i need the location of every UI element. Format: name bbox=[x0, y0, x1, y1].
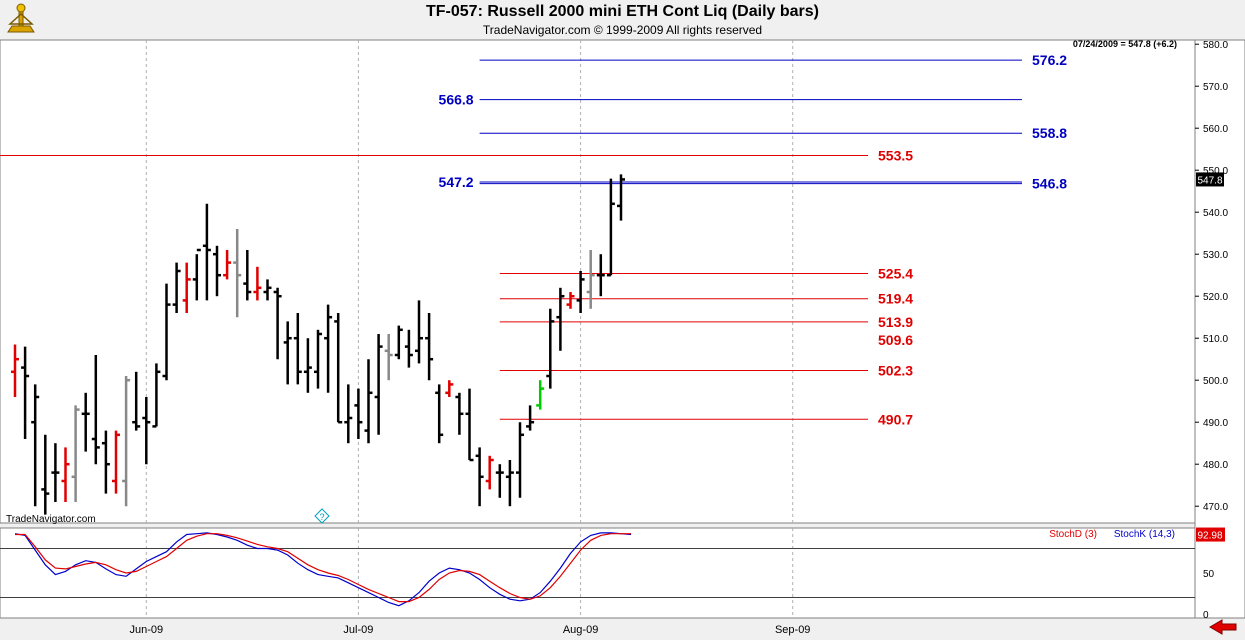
chart-subtitle: TradeNavigator.com © 1999-2009 All right… bbox=[482, 23, 763, 37]
y-axis-panel bbox=[1194, 39, 1245, 619]
x-tick-label: Sep-09 bbox=[775, 624, 810, 636]
y-tick-label: 530.0 bbox=[1203, 250, 1228, 261]
stochd-legend: StochD (3) bbox=[1049, 529, 1097, 540]
level-label: 519.4 bbox=[878, 291, 913, 307]
event-marker-label: ? bbox=[319, 512, 324, 522]
level-label: 525.4 bbox=[878, 266, 913, 282]
level-label: 502.3 bbox=[878, 363, 913, 379]
x-tick-label: Aug-09 bbox=[563, 624, 598, 636]
level-label: 547.2 bbox=[439, 174, 474, 190]
last-price-tag bbox=[1196, 172, 1224, 187]
level-label: 490.7 bbox=[878, 411, 913, 427]
stochd-line bbox=[15, 533, 632, 603]
level-label: 553.5 bbox=[878, 148, 913, 164]
y-tick-label: 490.0 bbox=[1203, 418, 1228, 429]
y-tick-label: 550.0 bbox=[1203, 166, 1228, 177]
y-tick-label: 580.0 bbox=[1203, 40, 1228, 51]
chart-title: TF-057: Russell 2000 mini ETH Cont Liq (… bbox=[426, 3, 819, 20]
indicator-value-tag bbox=[1196, 527, 1225, 542]
level-label: 558.8 bbox=[1032, 125, 1067, 141]
y-tick-label: 560.0 bbox=[1203, 124, 1228, 135]
event-marker-icon bbox=[314, 508, 330, 524]
y-tick-label: 570.0 bbox=[1203, 82, 1228, 93]
indicator-y-tick-label: 50 bbox=[1203, 569, 1215, 580]
level-label: 576.2 bbox=[1032, 52, 1067, 68]
y-tick-label: 510.0 bbox=[1203, 334, 1228, 345]
indicator-value-label: 92.98 bbox=[1197, 531, 1222, 542]
level-label: 546.8 bbox=[1032, 176, 1067, 192]
y-tick-label: 500.0 bbox=[1203, 376, 1228, 387]
scroll-left-arrow-icon bbox=[1209, 619, 1237, 635]
level-label: 509.6 bbox=[878, 332, 913, 348]
level-label: 513.9 bbox=[878, 314, 913, 330]
x-tick-label: Jun-09 bbox=[129, 624, 163, 636]
watermark-text: TradeNavigator.com bbox=[6, 514, 96, 525]
tradenavigator-logo-icon bbox=[7, 3, 35, 33]
indicator-panel bbox=[0, 527, 1196, 619]
y-tick-label: 540.0 bbox=[1203, 208, 1228, 219]
level-label: 566.8 bbox=[439, 92, 474, 108]
stochk-legend: StochK (14,3) bbox=[1114, 529, 1175, 540]
last-bar-info: 07/24/2009 = 547.8 (+6.2) bbox=[1073, 39, 1177, 49]
y-tick-label: 480.0 bbox=[1203, 460, 1228, 471]
price-panel bbox=[0, 39, 1196, 524]
last-price-label: 547.8 bbox=[1197, 175, 1222, 186]
y-tick-label: 470.0 bbox=[1203, 502, 1228, 513]
y-tick-label: 520.0 bbox=[1203, 292, 1228, 303]
chart-header: TF-057: Russell 2000 mini ETH Cont Liq (… bbox=[0, 0, 1245, 40]
x-tick-label: Jul-09 bbox=[343, 624, 373, 636]
indicator-y-tick-label: 0 bbox=[1203, 610, 1209, 621]
